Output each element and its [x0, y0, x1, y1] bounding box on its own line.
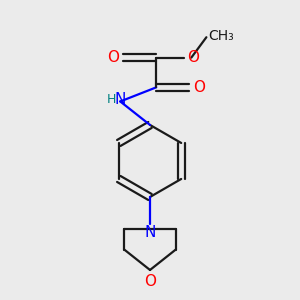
Text: N: N [115, 92, 126, 107]
Text: O: O [107, 50, 119, 65]
Text: CH₃: CH₃ [208, 29, 234, 43]
Text: N: N [144, 225, 156, 240]
Text: O: O [144, 274, 156, 290]
Text: O: O [187, 50, 199, 65]
Text: O: O [193, 80, 205, 95]
Text: H: H [107, 93, 116, 106]
